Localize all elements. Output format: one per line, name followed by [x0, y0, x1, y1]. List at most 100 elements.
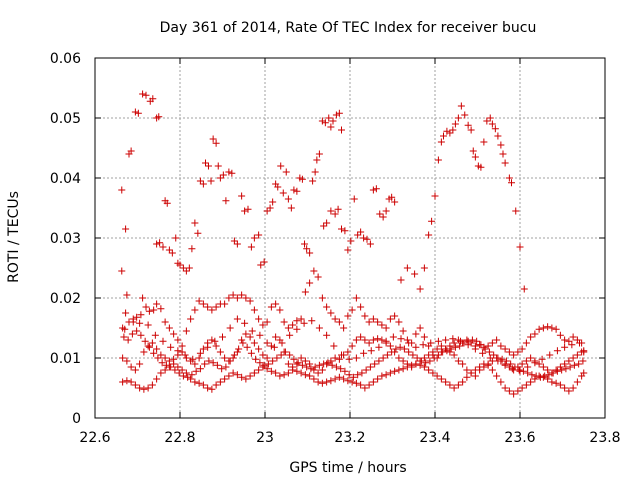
data-point [238, 192, 246, 200]
data-point [481, 345, 489, 353]
data-point [233, 371, 241, 379]
data-point [195, 354, 203, 362]
data-point [409, 351, 417, 359]
data-point [150, 306, 158, 314]
data-point [182, 267, 190, 275]
data-point [341, 367, 349, 375]
data-point [459, 378, 467, 386]
data-point [159, 243, 167, 251]
data-point [216, 378, 224, 386]
data-point [378, 372, 386, 380]
data-point [420, 354, 428, 362]
data-point [320, 222, 328, 230]
data-point [518, 384, 526, 392]
data-point [369, 186, 377, 194]
data-point [545, 371, 553, 379]
data-point [405, 339, 413, 347]
data-point [527, 378, 535, 386]
data-point [447, 345, 455, 353]
data-point [142, 303, 150, 311]
data-point [303, 363, 311, 371]
data-point [294, 359, 302, 367]
data-point [136, 319, 144, 327]
data-point [229, 369, 237, 377]
data-point [477, 341, 485, 349]
data-point [493, 372, 501, 380]
data-point [205, 357, 213, 365]
data-point [484, 342, 492, 350]
data-point [204, 384, 212, 392]
data-point [490, 351, 498, 359]
data-point [289, 321, 297, 329]
data-point [151, 331, 159, 339]
data-point [159, 337, 167, 345]
data-point [150, 349, 158, 357]
data-point [196, 349, 204, 357]
y-tick-label: 0.05 [50, 111, 81, 127]
data-point [477, 163, 485, 171]
data-point [580, 369, 588, 377]
data-point [556, 381, 564, 389]
data-point [480, 360, 488, 368]
data-point [247, 349, 255, 357]
data-point [365, 339, 373, 347]
data-point [161, 366, 169, 374]
data-point [426, 357, 434, 365]
data-point [168, 249, 176, 257]
data-point [157, 351, 165, 359]
data-point [392, 345, 400, 353]
data-point [199, 180, 207, 188]
data-point [514, 387, 522, 395]
data-point [194, 229, 202, 237]
data-point [397, 335, 405, 343]
data-point [221, 375, 229, 383]
data-point [391, 312, 399, 320]
data-point [417, 357, 425, 365]
data-point [429, 369, 437, 377]
data-point [331, 210, 339, 218]
data-point [391, 198, 399, 206]
data-point [488, 339, 496, 347]
data-point [165, 324, 173, 332]
data-point [337, 365, 345, 373]
data-point [192, 367, 200, 375]
data-point [510, 390, 518, 398]
data-point [464, 121, 472, 129]
y-tick-labels: 0 0.01 0.02 0.03 0.04 0.05 0.06 [50, 51, 81, 427]
data-point [263, 354, 271, 362]
data-point [369, 315, 377, 323]
data-point [242, 375, 250, 383]
data-point [297, 354, 305, 362]
data-point [569, 384, 577, 392]
data-point [131, 381, 139, 389]
data-point [330, 342, 338, 350]
data-point [463, 366, 471, 374]
data-point [276, 372, 284, 380]
data-point [298, 175, 306, 183]
data-point [531, 359, 539, 367]
data-point [422, 359, 430, 367]
data-point [553, 367, 561, 375]
data-point [301, 357, 309, 365]
data-point [335, 109, 343, 117]
data-point [457, 337, 464, 345]
data-point [352, 354, 360, 362]
data-point [308, 317, 316, 325]
data-point [290, 186, 298, 194]
data-point [440, 132, 447, 140]
data-point [273, 354, 281, 362]
data-point [228, 169, 236, 177]
data-point [434, 337, 442, 345]
data-point [566, 363, 574, 371]
data-point [242, 294, 250, 302]
data-point [508, 365, 516, 373]
data-point [544, 366, 552, 374]
data-point [208, 336, 216, 344]
data-point [141, 337, 149, 345]
data-point [573, 351, 581, 359]
data-point [335, 373, 343, 381]
data-point [209, 359, 217, 367]
data-point [318, 117, 326, 125]
data-point [460, 339, 468, 347]
data-point [527, 354, 535, 362]
